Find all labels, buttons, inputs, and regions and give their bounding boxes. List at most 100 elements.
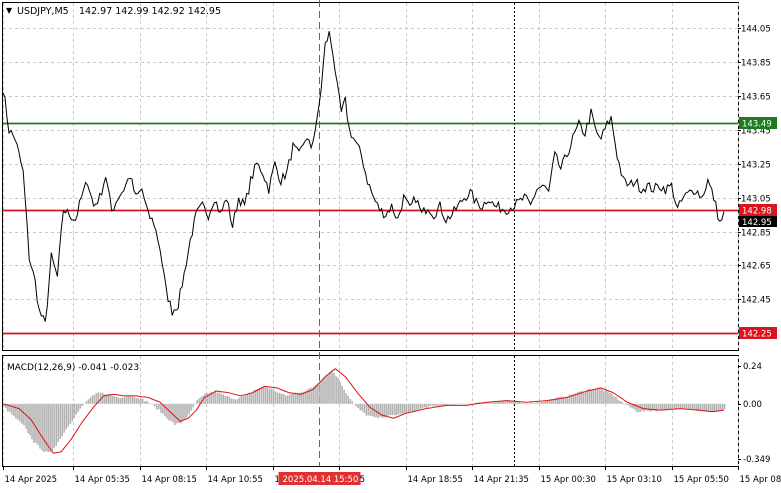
- macd-label: MACD(12,26,9) -0.041 -0.023: [7, 363, 139, 373]
- macd-histogram-bar: [535, 403, 537, 404]
- macd-histogram-bar: [130, 397, 132, 404]
- macd-histogram-bar: [156, 404, 158, 410]
- macd-histogram-bar: [345, 393, 347, 404]
- macd-histogram-bar: [537, 402, 539, 404]
- macd-histogram-bar: [343, 390, 345, 404]
- macd-histogram-bar: [390, 404, 392, 415]
- macd-histogram-bar: [271, 389, 273, 404]
- macd-histogram-bar: [158, 404, 160, 409]
- dropdown-arrow-icon[interactable]: ▼: [6, 6, 13, 15]
- macd-histogram-bar: [251, 393, 253, 404]
- macd-histogram-bar: [619, 401, 621, 404]
- macd-histogram-bar: [335, 376, 337, 403]
- macd-histogram-bar: [188, 404, 190, 414]
- macd-histogram-bar: [225, 396, 227, 404]
- macd-histogram-bar: [223, 394, 225, 404]
- macd-histogram-bar: [434, 404, 436, 406]
- macd-histogram-bar: [406, 404, 408, 413]
- macd-histogram-bar: [519, 402, 521, 404]
- macd-histogram-bar: [414, 404, 416, 412]
- macd-histogram-bar: [366, 404, 368, 416]
- macd-histogram-bar: [67, 404, 69, 427]
- macd-histogram-bar: [408, 404, 410, 413]
- time-tick-label: 14 Apr 18:55: [408, 475, 463, 485]
- macd-histogram-bar: [593, 389, 595, 404]
- price-tick-label: 144.05: [741, 25, 771, 35]
- macd-histogram-bar: [583, 392, 585, 404]
- macd-histogram-bar: [513, 402, 515, 404]
- macd-histogram-bar: [470, 404, 472, 405]
- macd-histogram-bar: [39, 404, 41, 449]
- macd-histogram-bar: [361, 404, 363, 411]
- macd-histogram-bar: [327, 374, 329, 404]
- macd-histogram-bar: [212, 392, 214, 404]
- macd-histogram-bar: [658, 404, 660, 410]
- macd-histogram-bar: [674, 404, 676, 409]
- time-tick-label: 14 Apr 2025: [5, 475, 58, 485]
- macd-histogram-bar: [148, 403, 150, 404]
- macd-histogram-bar: [496, 402, 498, 404]
- macd-histogram-bar: [126, 397, 128, 404]
- macd-signal-line: [3, 369, 724, 453]
- macd-histogram-bar: [547, 401, 549, 404]
- macd-histogram-bar: [249, 393, 251, 404]
- macd-histogram-bar: [25, 404, 27, 429]
- macd-histogram-bar: [372, 404, 374, 416]
- macd-histogram-bar: [436, 404, 438, 406]
- macd-axis[interactable]: 0.240.00-0.349: [738, 362, 770, 465]
- macd-histogram-bar: [468, 404, 470, 405]
- macd-histogram-bar: [394, 404, 396, 415]
- price-axis[interactable]: 144.05143.85143.65143.45143.25143.05142.…: [738, 25, 777, 340]
- level-label: 142.98: [742, 207, 772, 217]
- macd-histogram-bar: [440, 404, 442, 406]
- price-levels: [3, 124, 738, 334]
- macd-histogram-bar: [432, 404, 434, 406]
- macd-histogram-bar: [243, 396, 245, 404]
- macd-histogram-bar: [364, 404, 366, 413]
- macd-histogram-bar: [285, 396, 287, 404]
- macd-histogram-bar: [629, 404, 631, 408]
- macd-histogram-bar: [76, 404, 78, 415]
- macd-histogram-bar: [257, 389, 259, 404]
- macd-histogram-bar: [206, 393, 208, 404]
- macd-histogram-bar: [245, 395, 247, 404]
- macd-histogram-bar: [90, 398, 92, 404]
- macd-histogram-bar: [488, 402, 490, 403]
- macd-histogram-bar: [138, 398, 140, 403]
- macd-histogram-bar: [196, 400, 198, 404]
- macd-histogram-bar: [194, 404, 196, 405]
- macd-histogram-bar: [718, 404, 720, 411]
- macd-histogram-bar: [110, 395, 112, 404]
- macd-histogram-bar: [668, 404, 670, 409]
- macd-histogram-bar: [400, 404, 402, 414]
- macd-histogram-bar: [184, 404, 186, 420]
- macd-histogram-bar: [678, 404, 680, 408]
- macd-histogram-bar: [448, 404, 450, 405]
- macd-histogram-bar: [456, 404, 458, 405]
- macd-histogram-bar: [37, 404, 39, 445]
- price-series: [3, 31, 724, 321]
- macd-histogram-bar: [458, 404, 460, 405]
- macd-histogram-bar: [124, 397, 126, 404]
- macd-histogram-bar: [684, 404, 686, 409]
- macd-histogram-bar: [404, 404, 406, 413]
- macd-histogram-bar: [426, 404, 428, 408]
- macd-histogram-bar: [263, 387, 265, 404]
- macd-histogram-bar: [43, 404, 45, 452]
- macd-histogram-bar: [23, 404, 25, 426]
- macd-histogram-bar: [607, 391, 609, 404]
- ohlc-values: 142.97 142.99 142.92 142.95: [79, 6, 221, 17]
- macd-histogram-bar: [720, 404, 722, 410]
- macd-histogram-bar: [63, 404, 65, 433]
- macd-histogram-bar: [55, 404, 57, 446]
- macd-histogram-bar: [293, 393, 295, 404]
- price-tick-label: 143.65: [741, 93, 771, 103]
- macd-histogram-bar: [609, 393, 611, 404]
- time-tick-label: 15 Apr 08:30: [740, 475, 781, 485]
- macd-histogram-bar: [182, 404, 184, 421]
- macd-histogram-bar: [297, 393, 299, 404]
- macd-histogram-bar: [376, 404, 378, 418]
